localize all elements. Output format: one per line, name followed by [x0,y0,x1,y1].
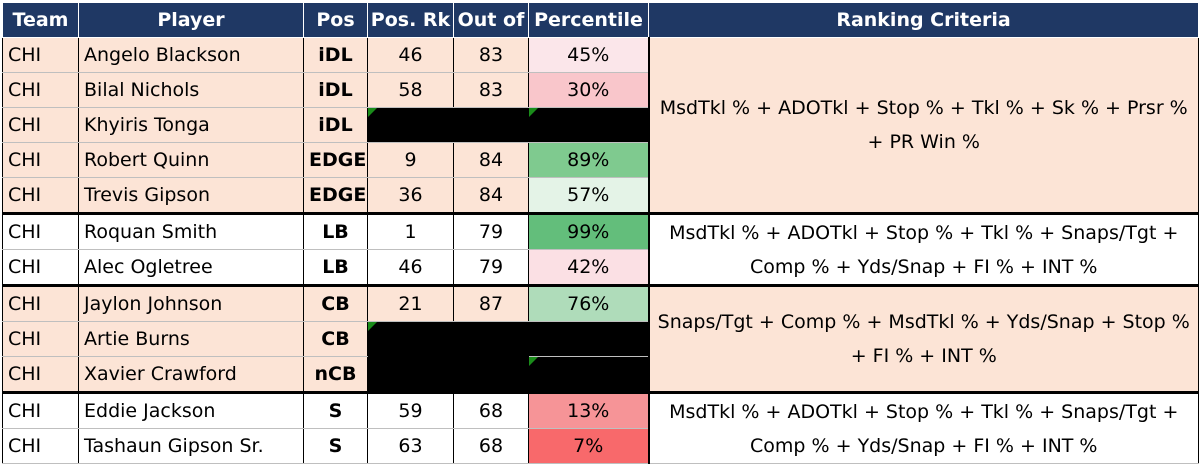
header-pos: Pos [303,2,368,38]
header-player: Player [78,2,304,38]
team-cell: CHI [2,356,79,394]
team-cell: CHI [2,107,79,143]
rank-cell: 36 [367,177,454,215]
team-cell: CHI [2,284,79,322]
pos-cell: CB [303,284,368,322]
percentile-cell: 30% [528,72,649,108]
percentile-cell: 99% [528,212,649,250]
pos-cell: iDL [303,37,368,73]
header-team: Team [2,2,79,38]
out-of-cell: 83 [453,37,529,73]
rank-cell: 58 [367,72,454,108]
header-out-of: Out of [453,2,529,38]
no-data-cell [367,321,529,393]
team-cell: CHI [2,72,79,108]
percentile-cell: 45% [528,37,649,73]
pos-cell: EDGE [303,177,368,215]
player-cell: Roquan Smith [78,212,304,250]
player-cell: Tashaun Gipson Sr. [78,428,304,464]
team-cell: CHI [2,249,79,287]
percentile-cell: 7% [528,428,649,464]
player-cell: Artie Burns [78,321,304,357]
player-ranking-table: Team Player Pos Pos. Rk Out of Percentil… [2,2,1199,464]
player-cell: Jaylon Johnson [78,284,304,322]
table-row: CHI Artie Burns CB [2,321,1199,393]
header-ranking-criteria: Ranking Criteria [648,2,1199,38]
percentile-cell: 57% [528,177,649,215]
out-of-cell: 79 [453,212,529,250]
no-data-cell [367,107,529,143]
out-of-cell: 79 [453,249,529,287]
pos-cell: iDL [303,107,368,143]
team-cell: CHI [2,142,79,178]
percentile-cell: 89% [528,142,649,178]
rank-cell: 21 [367,284,454,322]
rank-cell: 63 [367,428,454,464]
table-row: CHI Tashaun Gipson Sr. S 63 68 7% [2,428,1199,464]
comment-marker-icon [368,322,377,331]
out-of-cell: 68 [453,428,529,464]
player-cell: Alec Ogletree [78,249,304,287]
comment-marker-icon [529,108,538,117]
team-cell: CHI [2,37,79,73]
comment-marker-icon [529,357,538,366]
percentile-cell: 42% [528,249,649,287]
player-cell: Xavier Crawford [78,356,304,394]
player-cell: Eddie Jackson [78,391,304,429]
team-cell: CHI [2,428,79,464]
pos-cell: iDL [303,72,368,108]
out-of-cell: 68 [453,391,529,429]
criteria-cell: Snaps/Tgt + Comp % + MsdTkl % + Yds/Snap… [647,284,1199,393]
no-data-cell [528,107,649,143]
player-cell: Khyiris Tonga [78,107,304,143]
player-cell: Robert Quinn [78,142,304,178]
rank-cell: 9 [367,142,454,178]
out-of-cell: 87 [453,284,529,322]
header-row: Team Player Pos Pos. Rk Out of Percentil… [2,2,1199,38]
player-cell: Bilal Nichols [78,72,304,108]
percentile-cell: 13% [528,391,649,429]
pos-cell: LB [303,212,368,250]
pos-cell: S [303,428,368,464]
criteria-cell: MsdTkl % + ADOTkl + Stop % + Tkl % + Sna… [647,212,1199,286]
pos-cell: nCB [303,356,368,394]
team-cell: CHI [2,177,79,215]
criteria-cell: MsdTkl % + ADOTkl + Stop % + Tkl % + Sna… [647,391,1199,464]
table-row: CHI Angelo Blackson iDL 46 83 45% MsdTkl… [2,37,1199,214]
rank-cell: 1 [367,212,454,250]
table-row: CHI Jaylon Johnson CB 21 87 76% Snaps/Tg… [2,284,1199,393]
team-cell: CHI [2,391,79,429]
out-of-cell: 84 [453,177,529,215]
rank-cell: 59 [367,391,454,429]
percentile-cell: 76% [528,284,649,322]
comment-marker-icon [368,108,377,117]
out-of-cell: 83 [453,72,529,108]
out-of-cell: 84 [453,142,529,178]
table-row: CHI Roquan Smith LB 1 79 99% MsdTkl % + … [2,212,1199,286]
team-cell: CHI [2,212,79,250]
pos-cell: CB [303,321,368,357]
pos-cell: S [303,391,368,429]
header-pos-rank: Pos. Rk [367,2,454,38]
team-cell: CHI [2,321,79,357]
player-cell: Angelo Blackson [78,37,304,73]
criteria-cell: MsdTkl % + ADOTkl + Stop % + Tkl % + Sk … [647,37,1199,214]
pos-cell: EDGE [303,142,368,178]
player-cell: Trevis Gipson [78,177,304,215]
rank-cell: 46 [367,37,454,73]
no-data-cell [528,321,649,357]
header-percentile: Percentile [528,2,649,38]
pos-cell: LB [303,249,368,287]
rank-cell: 46 [367,249,454,287]
table-row: CHI Eddie Jackson S 59 68 13% MsdTkl % +… [2,391,1199,464]
no-data-cell [528,356,649,394]
